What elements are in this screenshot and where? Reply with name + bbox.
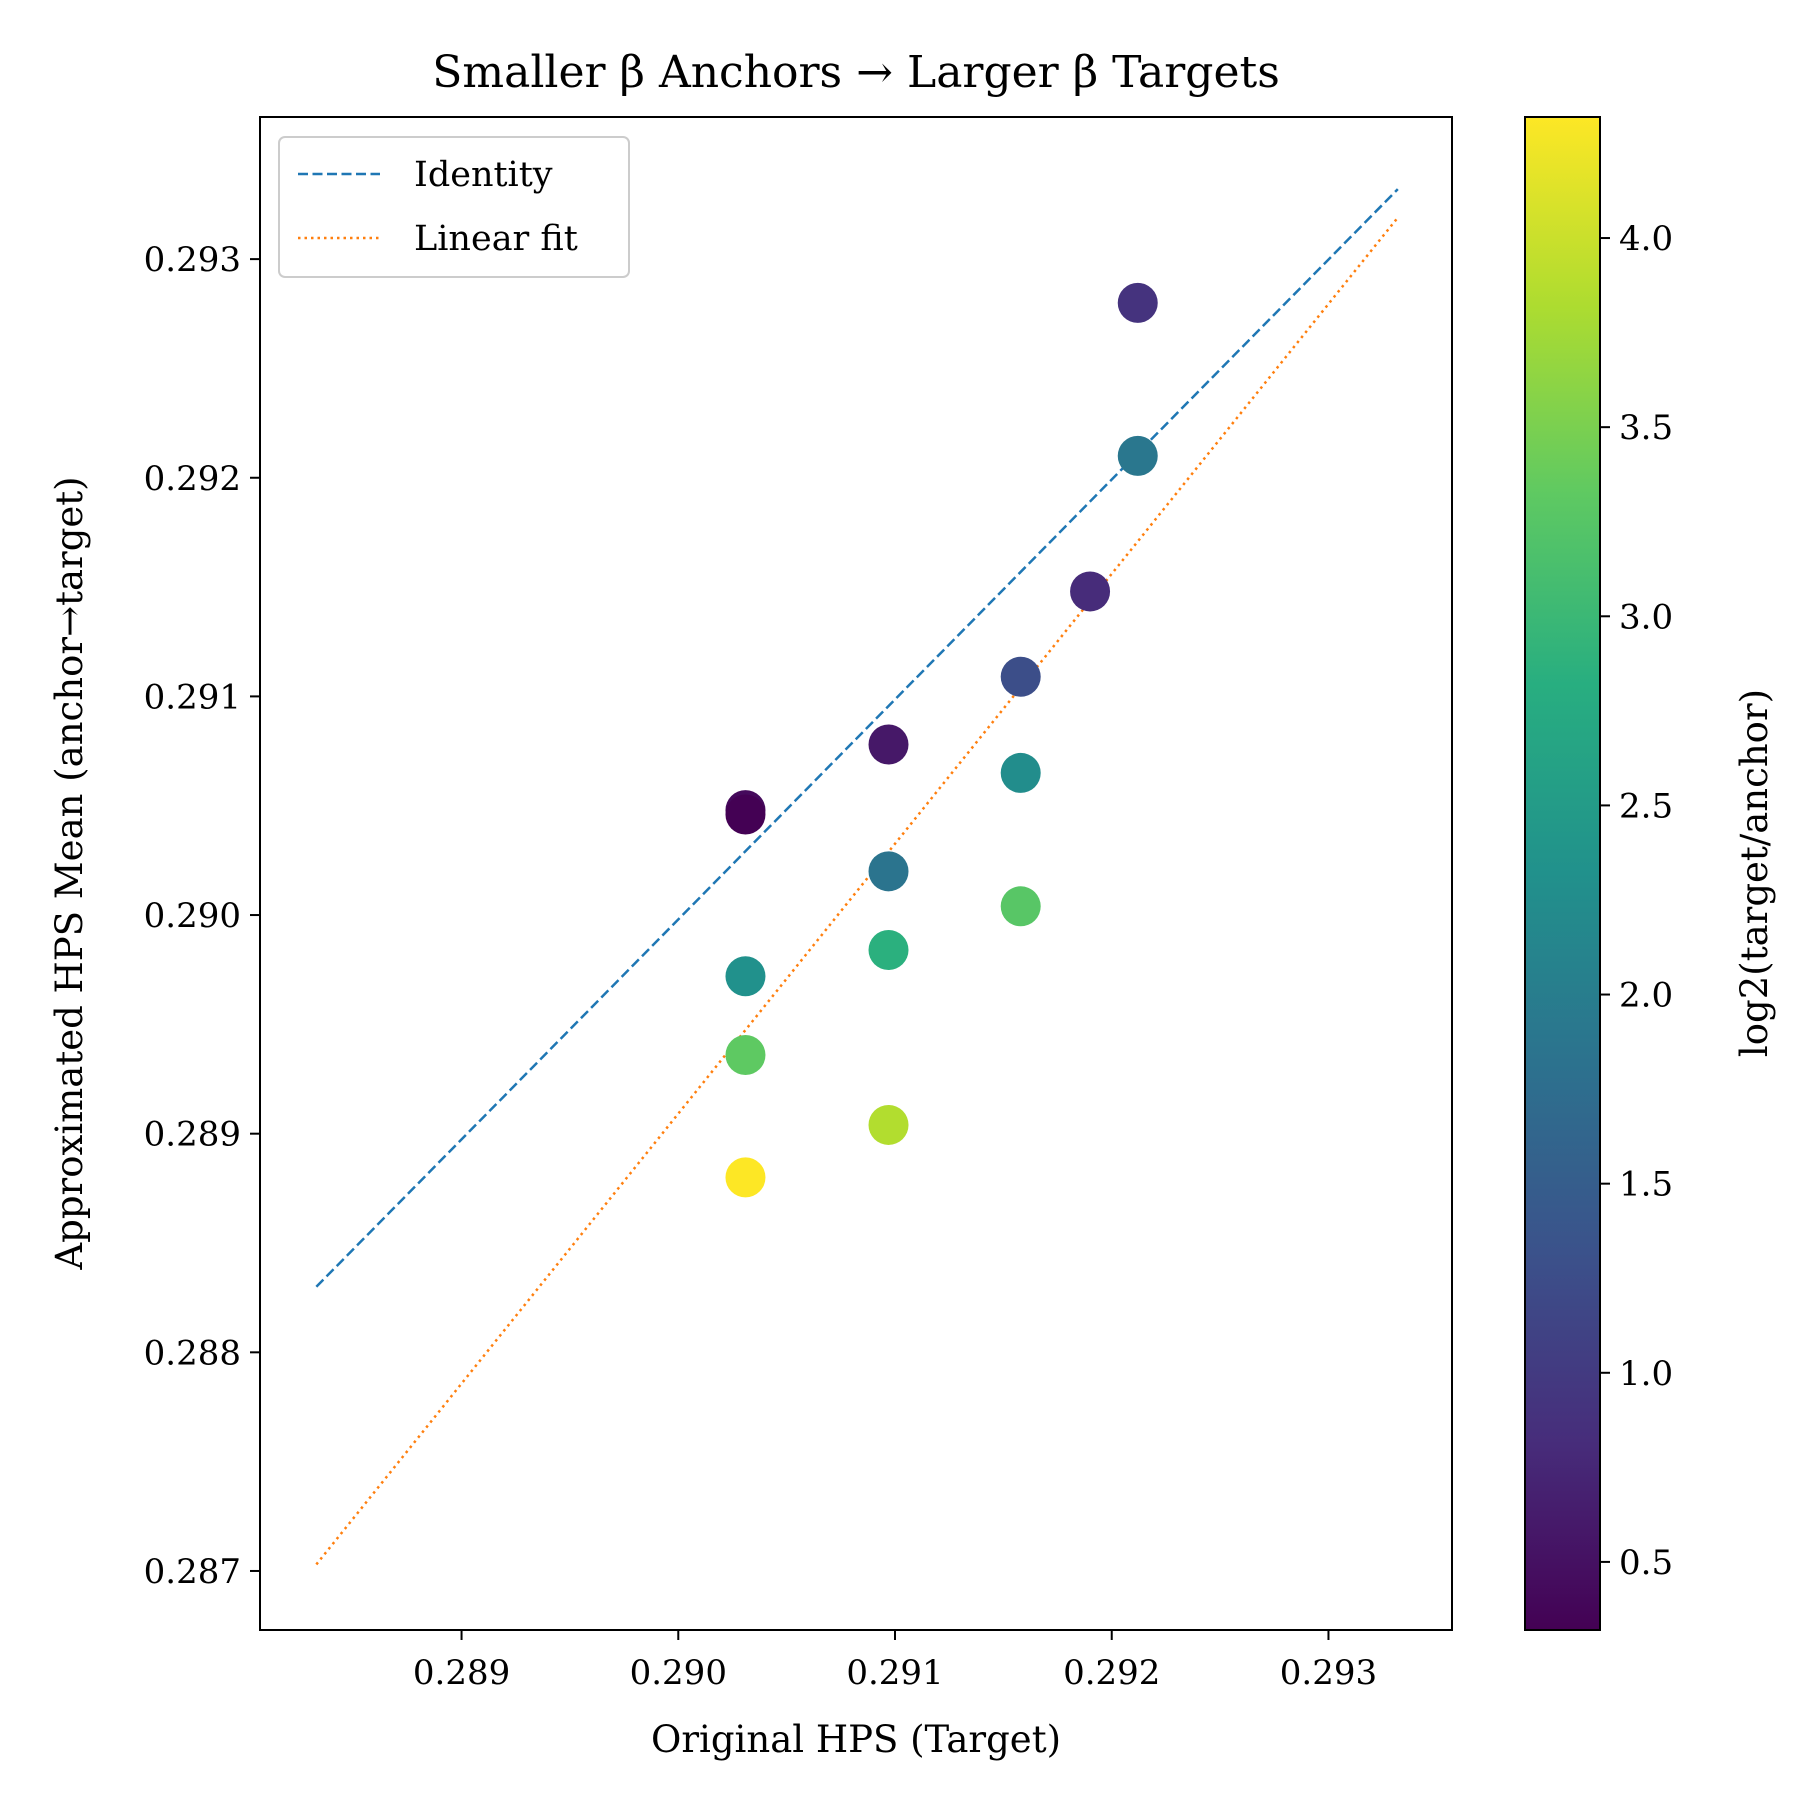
legend: Identity Linear fit [278,136,630,278]
scatter-point [1000,752,1041,793]
colorbar-tick-label: 0.5 [1619,1543,1673,1583]
scatter-point [725,1034,766,1075]
scatter-point [868,1104,909,1145]
scatter-point [725,794,766,835]
y-axis-label: Approximated HPS Mean (anchor→target) [48,476,91,1270]
scatter-point [868,930,909,971]
scatter-point [1117,282,1158,323]
y-tick-label: 0.292 [144,459,241,499]
x-tick-label: 0.290 [630,1653,727,1693]
x-tick-label: 0.289 [413,1653,510,1693]
scatter-point [725,1157,766,1198]
chart-title: Smaller β Anchors → Larger β Targets [432,47,1280,98]
scatter-point [1000,886,1041,927]
colorbar-tick-label: 1.5 [1619,1165,1673,1205]
colorbar-tick-label: 2.5 [1619,786,1673,826]
y-tick-label: 0.289 [144,1115,241,1155]
colorbar-ticks: 0.5 1.0 1.5 2.0 2.5 3.0 3.5 4.0 [1600,219,1673,1583]
colorbar [1524,116,1601,1631]
x-tick-label: 0.293 [1280,1653,1377,1693]
colorbar-tick-label: 1.0 [1619,1354,1673,1394]
y-tick-label: 0.293 [144,240,241,280]
plot-area-frame [259,116,1453,1631]
y-tick-label: 0.291 [144,677,241,717]
y-tick-label: 0.288 [144,1333,241,1373]
y-tick-label: 0.287 [144,1552,241,1592]
legend-frame [278,136,630,278]
scatter-point [868,724,909,765]
legend-linear-fit-label: Linear fit [414,219,578,259]
x-tick-label: 0.291 [846,1653,943,1693]
colorbar-tick-label: 3.5 [1619,408,1673,448]
linear-fit-line [315,216,1399,1566]
scatter-point [1000,656,1041,697]
colorbar-tick-label: 3.0 [1619,597,1673,637]
colorbar-tick-label: 4.0 [1619,219,1673,259]
y-tick-label: 0.290 [144,896,241,936]
x-axis-ticks: 0.289 0.290 0.291 0.292 0.293 [413,1630,1377,1693]
legend-identity-label: Identity [414,155,553,195]
colorbar-label: log2(target/anchor) [1733,689,1776,1057]
x-axis-label: Original HPS (Target) [651,1718,1061,1761]
scatter-point [1070,571,1111,612]
scatter-point [725,956,766,997]
colorbar-tick-label: 2.0 [1619,976,1673,1016]
scatter-points [725,282,1158,1198]
series-lines [315,188,1399,1566]
scatter-point [1117,435,1158,476]
identity-line [315,188,1399,1288]
y-axis-ticks: 0.287 0.288 0.289 0.290 0.291 0.292 0.293 [144,240,260,1592]
scatter-point [868,851,909,892]
x-tick-label: 0.292 [1063,1653,1160,1693]
